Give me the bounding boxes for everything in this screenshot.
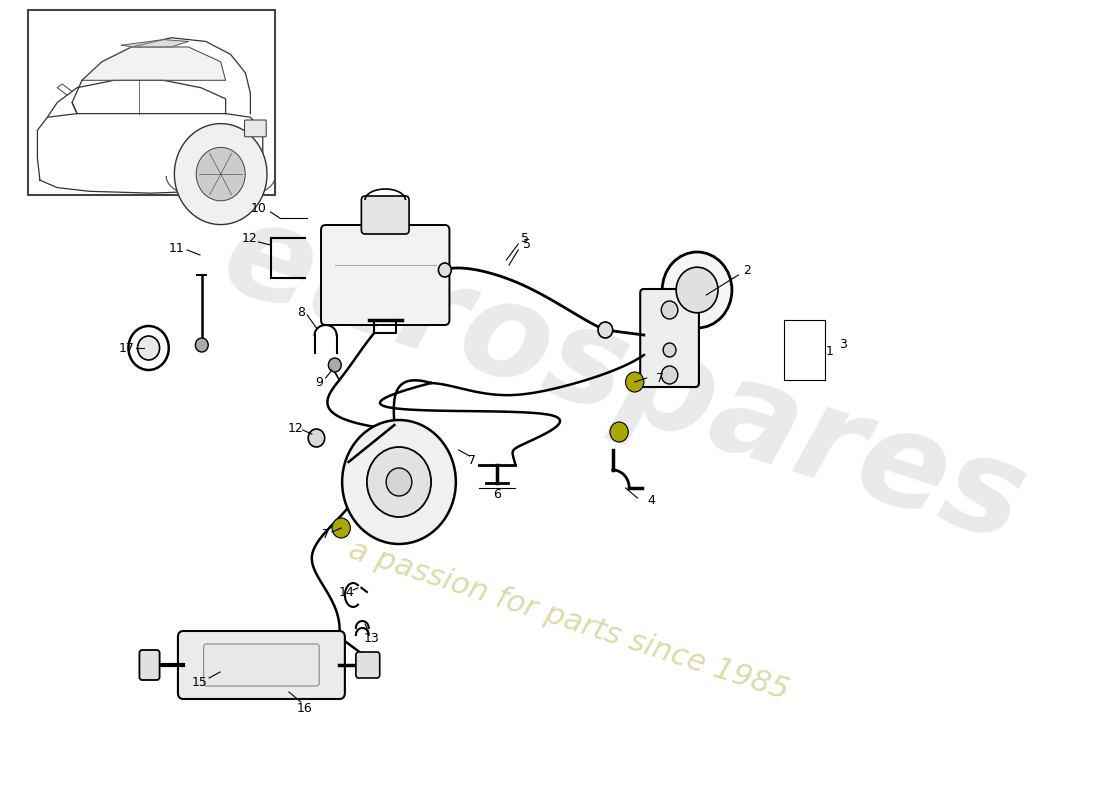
- Circle shape: [129, 326, 168, 370]
- Text: 9: 9: [316, 375, 323, 389]
- Text: 6: 6: [493, 489, 502, 502]
- FancyBboxPatch shape: [178, 631, 345, 699]
- Text: 3: 3: [839, 338, 847, 351]
- Text: 11: 11: [168, 242, 184, 254]
- FancyBboxPatch shape: [244, 120, 266, 137]
- Text: 8: 8: [297, 306, 305, 318]
- Text: 12: 12: [242, 231, 257, 245]
- Text: a passion for parts since 1985: a passion for parts since 1985: [345, 535, 792, 705]
- Circle shape: [663, 343, 676, 357]
- Text: 5: 5: [524, 238, 531, 251]
- Text: 5: 5: [520, 231, 529, 245]
- Circle shape: [329, 358, 341, 372]
- Circle shape: [661, 366, 678, 384]
- Text: 10: 10: [251, 202, 266, 214]
- Text: 15: 15: [192, 675, 208, 689]
- FancyBboxPatch shape: [640, 289, 698, 387]
- Circle shape: [598, 322, 613, 338]
- FancyBboxPatch shape: [140, 650, 159, 680]
- Text: 7: 7: [656, 371, 663, 385]
- FancyBboxPatch shape: [356, 652, 380, 678]
- Circle shape: [196, 338, 208, 352]
- Text: eurospares: eurospares: [207, 190, 1041, 570]
- Text: 16: 16: [297, 702, 312, 714]
- Circle shape: [626, 372, 644, 392]
- Circle shape: [609, 422, 628, 442]
- Circle shape: [196, 147, 245, 201]
- Text: 4: 4: [647, 494, 656, 506]
- Text: 12: 12: [287, 422, 304, 434]
- Polygon shape: [122, 39, 188, 47]
- Text: 13: 13: [364, 631, 380, 645]
- Text: 1: 1: [825, 346, 834, 358]
- FancyBboxPatch shape: [204, 644, 319, 686]
- Text: 7: 7: [321, 529, 330, 542]
- Circle shape: [308, 429, 324, 447]
- Polygon shape: [82, 47, 226, 80]
- Circle shape: [439, 263, 451, 277]
- Circle shape: [138, 336, 160, 360]
- Circle shape: [661, 301, 678, 319]
- Text: 7: 7: [469, 454, 476, 466]
- FancyBboxPatch shape: [362, 196, 409, 234]
- Text: 14: 14: [339, 586, 354, 598]
- Bar: [28, 10, 275, 195]
- Text: 17: 17: [119, 342, 134, 354]
- Circle shape: [367, 447, 431, 517]
- Circle shape: [332, 518, 351, 538]
- Text: 2: 2: [744, 263, 751, 277]
- Circle shape: [342, 420, 455, 544]
- FancyBboxPatch shape: [321, 225, 450, 325]
- Circle shape: [662, 252, 732, 328]
- Circle shape: [175, 124, 267, 225]
- Circle shape: [386, 468, 411, 496]
- Circle shape: [676, 267, 718, 313]
